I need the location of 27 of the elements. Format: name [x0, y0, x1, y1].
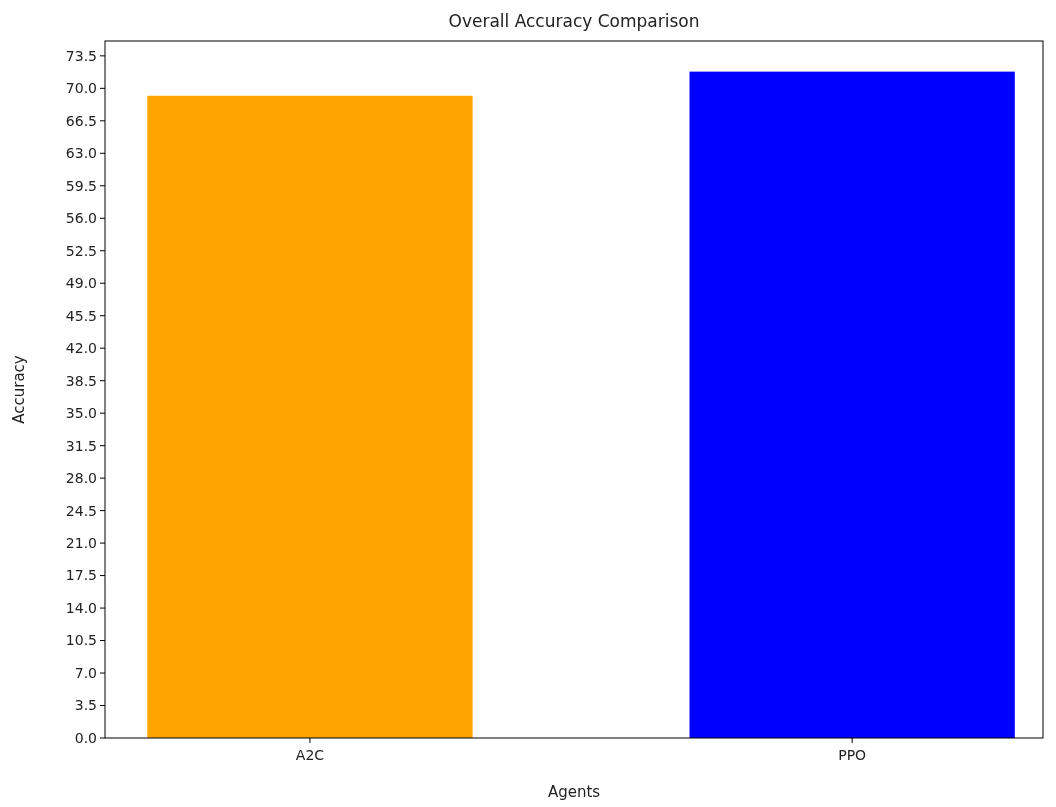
x-axis-title: Agents [547, 783, 601, 801]
y-tick-label: 31.5 [65, 437, 97, 454]
y-axis-title: Accuracy [10, 355, 28, 424]
y-tick-label: 21.0 [65, 535, 97, 551]
y-tick-label: 0.0 [74, 729, 97, 746]
y-tick-label: 66.5 [65, 112, 97, 129]
y-tick-label: 28.0 [65, 470, 97, 487]
y-tick-label: 17.5 [65, 567, 97, 584]
chart-title: Overall Accuracy Comparison [448, 11, 700, 31]
y-tick-label: 38.5 [65, 372, 97, 389]
y-tick-label: 42.0 [65, 340, 97, 357]
x-tick-label: A2C [295, 747, 325, 763]
y-tick-label: 7.0 [74, 664, 97, 681]
y-tick-label: 3.5 [74, 697, 97, 714]
y-tick-label: 73.5 [65, 47, 97, 64]
x-tick-label: PPO [838, 747, 867, 763]
y-tick-label: 24.5 [65, 502, 97, 519]
y-tick-label: 52.5 [65, 242, 97, 259]
y-tick-label: 63.0 [65, 145, 97, 162]
y-tick-label: 45.5 [65, 307, 97, 324]
y-tick-label: 10.5 [65, 632, 97, 649]
y-tick-label: 14.0 [65, 599, 97, 616]
y-tick-label: 49.0 [65, 275, 97, 292]
y-tick-label: 59.5 [65, 177, 97, 194]
y-tick-label: 56.0 [65, 210, 97, 227]
y-tick-label: 70.0 [65, 80, 97, 97]
y-tick-label: 35.0 [65, 405, 97, 422]
